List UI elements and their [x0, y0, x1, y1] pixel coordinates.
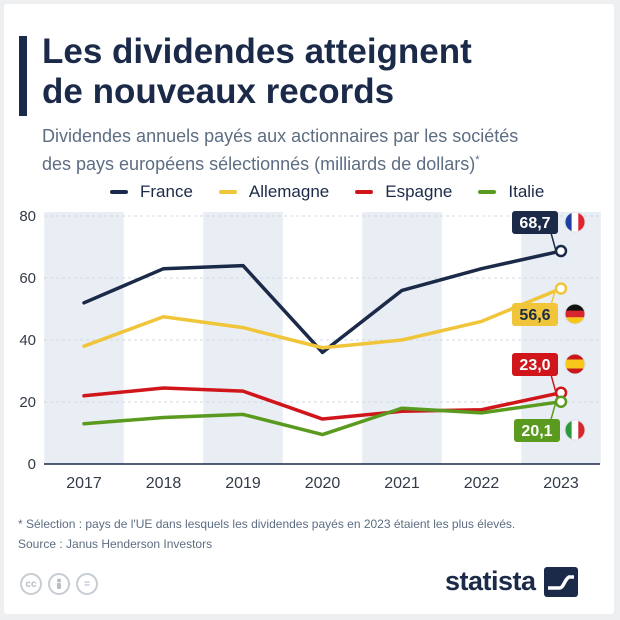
footnote-block: * Sélection : pays de l'UE dans lesquels…: [18, 514, 608, 554]
chart-subtitle: Dividendes annuels payés aux actionnaire…: [42, 124, 612, 176]
data-point-france-2022: [480, 267, 483, 270]
end-label-allemagne: 56,6: [519, 307, 550, 324]
source-text: Source : Janus Henderson Investors: [18, 537, 213, 551]
data-point-france-2019: [241, 264, 245, 267]
cc-icon[interactable]: cc: [20, 573, 42, 595]
x-tick-label-2017: 2017: [66, 475, 102, 492]
x-tick-label-2018: 2018: [146, 475, 182, 492]
flag-fr-icon: [564, 211, 586, 233]
legend-swatch-italie: [478, 190, 497, 194]
end-label-espagne: 23,0: [519, 357, 550, 374]
data-point-allemagne-2020: [321, 346, 324, 349]
x-tick-label-2020: 2020: [305, 475, 341, 492]
chart-title: Les dividendes atteignent de nouveaux re…: [42, 32, 602, 112]
footnote-text: * Sélection : pays de l'UE dans lesquels…: [18, 517, 516, 531]
series-line-allemagne: [82, 286, 563, 350]
subtitle-line-2: des pays européens sélectionnés (milliar…: [42, 154, 476, 174]
brand-name: statista: [445, 566, 536, 596]
end-label-box-italie: [514, 419, 560, 442]
end-label-italie: 20,1: [521, 423, 552, 440]
statista-mark-icon: [543, 566, 578, 597]
data-point-italie-2023: [554, 395, 568, 408]
flag-es-icon: [564, 353, 586, 375]
x-tick-label-2023: 2023: [543, 475, 579, 492]
chart-legend: France Allemagne Espagne Italie: [110, 180, 544, 204]
data-point-italie-2017: [82, 422, 86, 425]
flag-de-icon: [564, 303, 586, 325]
x-tick-label-2022: 2022: [464, 475, 500, 492]
data-point-espagne-2022: [480, 408, 483, 411]
y-tick-label-40: 40: [19, 332, 36, 349]
data-point-france-2018: [162, 267, 165, 270]
subtitle-line-1: Dividendes annuels payés aux actionnaire…: [42, 126, 519, 146]
series-line-espagne: [82, 386, 563, 421]
line-chart: 0 20 40 60 80 2017 2018 2019 2020 2021 2022 2023 68,…: [19, 208, 601, 492]
data-point-italie-2018: [162, 416, 165, 419]
legend-label-france: France: [140, 182, 193, 201]
data-point-italie-2021: [400, 407, 404, 410]
title-line-2: de nouveaux records: [42, 72, 395, 111]
data-point-espagne-2017: [82, 394, 86, 397]
y-tick-label-60: 60: [19, 270, 36, 287]
data-point-france-2023: [554, 244, 568, 258]
title-accent-bar: [19, 36, 27, 116]
data-point-espagne-2018: [162, 386, 165, 390]
statista-logo[interactable]: statista: [445, 566, 578, 597]
person-icon[interactable]: [48, 573, 70, 595]
column-band-2019: [203, 212, 283, 464]
legend-label-allemagne: Allemagne: [248, 182, 330, 201]
end-label-box-espagne: [512, 353, 558, 376]
x-tick-label-2021: 2021: [384, 475, 420, 492]
data-point-france-2017: [82, 301, 86, 304]
legend-item-italie: Italie: [478, 182, 544, 202]
data-point-france-2021: [400, 289, 404, 292]
legend-item-france: France: [110, 182, 193, 202]
legend-swatch-espagne: [355, 190, 374, 194]
y-tick-label-80: 80: [19, 208, 36, 225]
legend-swatch-allemagne: [218, 190, 237, 194]
subtitle-line-2-wrap: des pays européens sélectionnés (milliar…: [42, 148, 612, 176]
legend-item-espagne: Espagne: [355, 182, 452, 202]
equals-icon[interactable]: =: [76, 573, 98, 595]
data-point-italie-2019: [241, 413, 245, 416]
data-point-espagne-2020: [321, 417, 324, 421]
data-point-allemagne-2017: [82, 345, 86, 348]
data-point-italie-2022: [480, 411, 483, 415]
flag-it-icon: [564, 419, 586, 441]
data-point-espagne-2019: [241, 389, 245, 393]
end-label-france: 68,7: [519, 215, 550, 232]
license-icons: cc =: [20, 573, 98, 595]
title-line-1: Les dividendes atteignent: [42, 32, 472, 71]
x-tick-label-2019: 2019: [225, 475, 261, 492]
data-point-allemagne-2018: [162, 315, 165, 318]
legend-label-espagne: Espagne: [385, 182, 453, 201]
end-label-box-allemagne: [512, 303, 558, 326]
subtitle-footnote-mark: *: [475, 154, 480, 166]
data-point-allemagne-2022: [480, 320, 483, 323]
legend-swatch-france: [110, 190, 128, 194]
data-point-italie-2020: [321, 433, 324, 436]
legend-label-italie: Italie: [508, 182, 545, 201]
y-tick-label-0: 0: [28, 456, 36, 473]
column-band-2021: [362, 212, 442, 464]
data-point-espagne-2021: [400, 410, 404, 413]
data-point-allemagne-2021: [400, 338, 404, 342]
end-label-box-france: [512, 211, 558, 234]
column-band-2017: [44, 212, 124, 464]
data-point-allemagne-2023: [554, 282, 568, 295]
legend-item-allemagne: Allemagne: [218, 182, 330, 202]
data-point-allemagne-2019: [241, 326, 245, 329]
y-tick-label-20: 20: [19, 394, 36, 411]
series-line-france: [82, 249, 563, 355]
data-point-france-2020: [321, 351, 324, 354]
